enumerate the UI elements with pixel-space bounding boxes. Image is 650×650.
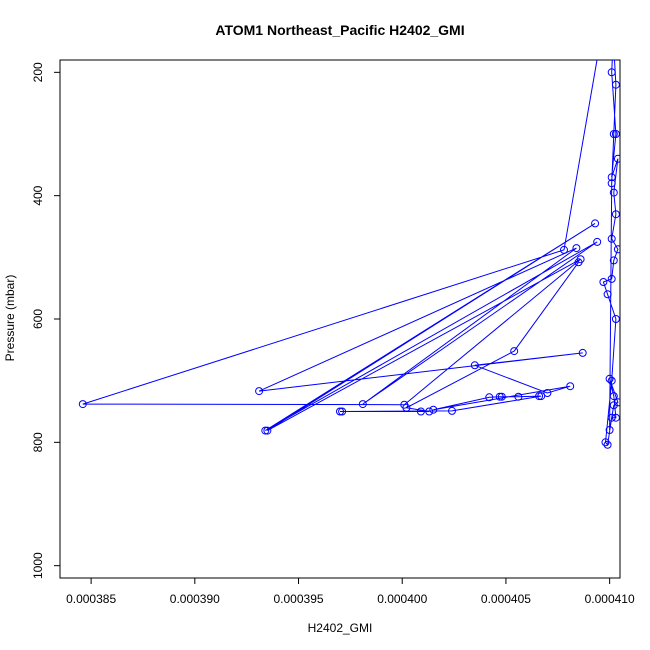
data-point (514, 392, 523, 401)
data-point (255, 387, 264, 396)
data-point (416, 407, 425, 416)
data-point (497, 392, 506, 401)
data-point (609, 188, 618, 197)
data-point (593, 237, 602, 246)
data-point (598, 32, 605, 39)
data-point (448, 406, 456, 415)
data-point (537, 392, 546, 401)
data-point (609, 130, 618, 138)
series-layer (78, 26, 620, 449)
data-point (560, 245, 568, 254)
data-point (609, 401, 618, 410)
data-point (574, 258, 583, 267)
data-point (609, 392, 618, 401)
data-point (485, 393, 494, 402)
data-point (607, 274, 616, 283)
data-point (591, 219, 600, 228)
data-point (610, 26, 617, 33)
data-point (495, 392, 504, 401)
data-point (607, 376, 616, 385)
y-tick-label: 1000 (31, 552, 45, 579)
data-point (535, 392, 544, 401)
data-point (603, 440, 612, 449)
y-tick-label: 200 (31, 62, 45, 82)
x-tick-label: 0.000410 (585, 592, 635, 606)
y-tick-label: 600 (31, 309, 45, 329)
data-point (578, 348, 587, 357)
x-tick-label: 0.000385 (66, 592, 116, 606)
data-point (611, 315, 620, 323)
data-point (336, 407, 344, 416)
data-point (611, 210, 620, 219)
data-point (610, 44, 617, 51)
plot-frame (59, 59, 621, 579)
x-axis: 0.000385 0.000390 0.000395 0.000400 0.000405… (66, 578, 635, 606)
data-point (607, 68, 616, 77)
data-point (607, 234, 616, 243)
data-point (78, 400, 87, 409)
data-point (470, 361, 479, 370)
data-point (601, 438, 610, 447)
series-line (82, 60, 619, 446)
data-point (261, 426, 270, 435)
y-tick-label: 800 (31, 432, 45, 452)
data-point (607, 413, 616, 422)
data-point (613, 245, 620, 254)
data-point (611, 413, 620, 422)
data-point (607, 179, 616, 188)
data-point (599, 278, 608, 286)
chart-title: ATOM1 Northeast_Pacific H2402_GMI (215, 22, 464, 38)
x-tick-label: 0.000390 (170, 592, 220, 606)
x-tick-label: 0.000395 (273, 592, 323, 606)
y-tick-label: 400 (31, 185, 45, 205)
x-tick-label: 0.000400 (377, 592, 427, 606)
data-point (425, 407, 434, 416)
data-point (263, 426, 272, 435)
x-tick-label: 0.000405 (481, 592, 531, 606)
data-point (603, 290, 612, 299)
data-point (429, 405, 438, 414)
data-point (605, 374, 614, 383)
data-point (338, 407, 347, 416)
data-point (613, 154, 620, 163)
data-point (402, 403, 411, 412)
y-axis: 200 400 600 800 1000 (31, 62, 60, 579)
data-point (510, 347, 519, 356)
data-point (605, 426, 614, 434)
data-point (611, 130, 620, 138)
data-point (609, 256, 618, 265)
data-point (543, 389, 552, 397)
y-axis-label: Pressure (mbar) (3, 275, 17, 362)
data-point (566, 382, 575, 391)
data-point (611, 80, 620, 89)
data-point (358, 400, 367, 409)
data-point (572, 244, 581, 253)
data-point (607, 173, 616, 182)
x-axis-label: H2402_GMI (308, 621, 373, 635)
